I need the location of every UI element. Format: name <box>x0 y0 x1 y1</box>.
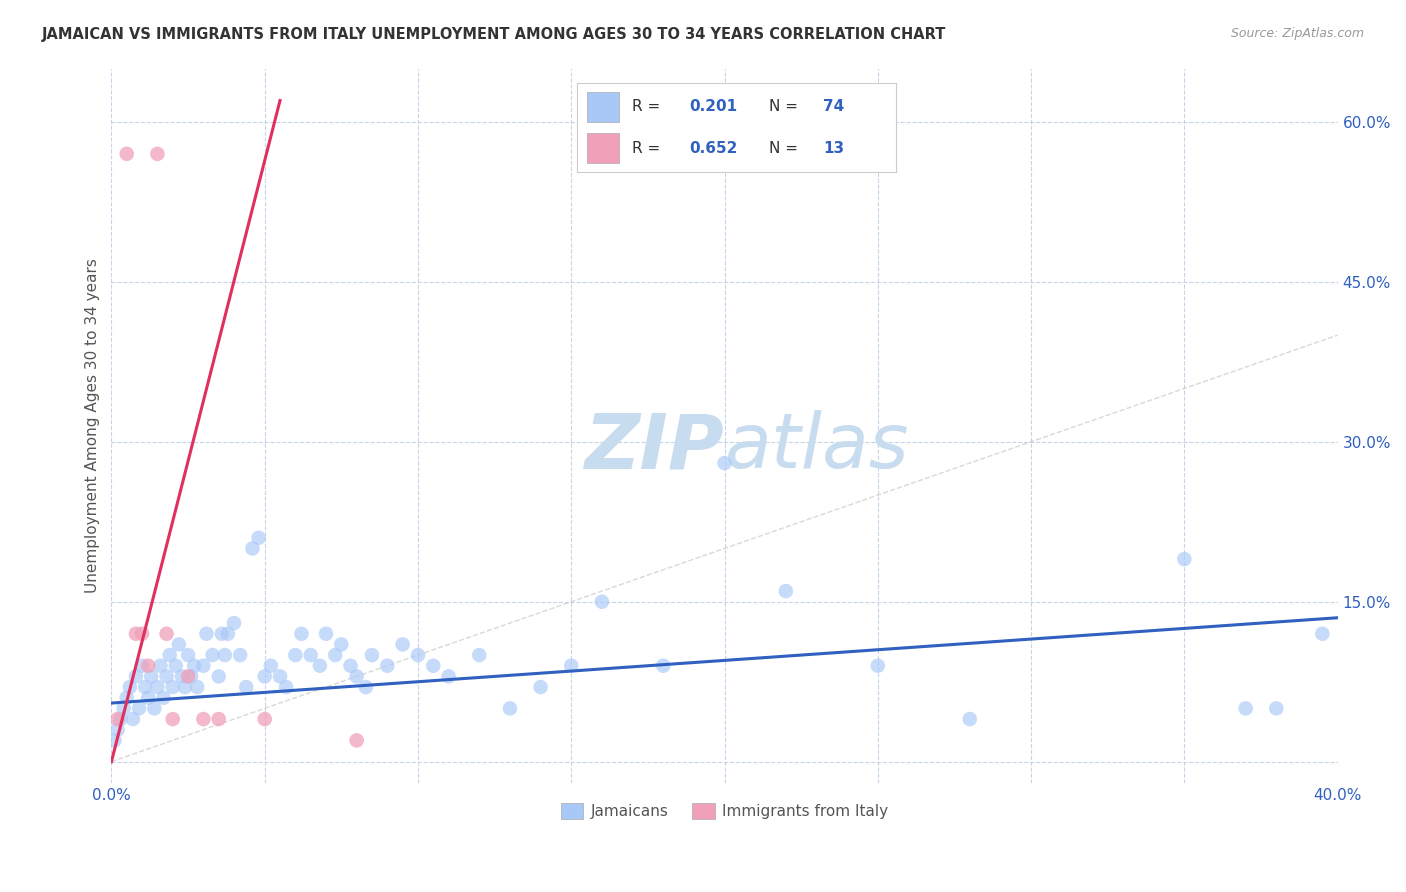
Point <box>323 648 346 662</box>
Point <box>339 658 361 673</box>
Point <box>118 680 141 694</box>
Point <box>229 648 252 662</box>
Point <box>115 690 138 705</box>
Point <box>155 626 177 640</box>
Point <box>468 648 491 662</box>
Point <box>1234 701 1257 715</box>
Point <box>141 669 163 683</box>
Point <box>214 648 236 662</box>
Point <box>149 658 172 673</box>
Point <box>242 541 264 556</box>
Point <box>103 733 125 747</box>
Point <box>1173 552 1195 566</box>
Point <box>222 616 245 631</box>
Point <box>162 712 184 726</box>
Point <box>290 626 312 640</box>
Point <box>866 658 889 673</box>
Point <box>299 648 322 662</box>
Point <box>361 648 384 662</box>
Point <box>107 723 129 737</box>
Point <box>131 658 153 673</box>
Point <box>208 669 231 683</box>
Point <box>375 658 398 673</box>
Point <box>346 733 368 747</box>
Point <box>1310 626 1333 640</box>
Point <box>152 690 174 705</box>
Point <box>437 669 460 683</box>
Point <box>315 626 337 640</box>
Point <box>346 669 368 683</box>
Point <box>177 648 200 662</box>
Point <box>713 456 735 470</box>
Point <box>155 669 177 683</box>
Point <box>134 680 156 694</box>
Text: ZIP: ZIP <box>585 410 724 484</box>
Point <box>309 658 332 673</box>
Point <box>143 701 166 715</box>
Point <box>591 595 613 609</box>
Point <box>276 680 298 694</box>
Point <box>146 146 169 161</box>
Point <box>165 658 187 673</box>
Point <box>136 690 159 705</box>
Point <box>131 626 153 640</box>
Point <box>284 648 307 662</box>
Point <box>959 712 981 726</box>
Point <box>162 680 184 694</box>
Point <box>247 531 270 545</box>
Point <box>159 648 181 662</box>
Point <box>115 146 138 161</box>
Y-axis label: Unemployment Among Ages 30 to 34 years: Unemployment Among Ages 30 to 34 years <box>86 259 100 593</box>
Point <box>391 637 413 651</box>
Point <box>125 626 148 640</box>
Point <box>330 637 353 651</box>
Point <box>217 626 239 640</box>
Point <box>406 648 429 662</box>
Point <box>211 626 233 640</box>
Text: JAMAICAN VS IMMIGRANTS FROM ITALY UNEMPLOYMENT AMONG AGES 30 TO 34 YEARS CORRELA: JAMAICAN VS IMMIGRANTS FROM ITALY UNEMPL… <box>42 27 946 42</box>
Point <box>354 680 377 694</box>
Point <box>253 712 276 726</box>
Point <box>180 669 202 683</box>
Point <box>183 658 205 673</box>
Point <box>253 669 276 683</box>
Point <box>560 658 582 673</box>
Point <box>775 584 797 599</box>
Point <box>186 680 208 694</box>
Point <box>170 669 193 683</box>
Point <box>1265 701 1288 715</box>
Point <box>499 701 522 715</box>
Point <box>422 658 444 673</box>
Point <box>167 637 190 651</box>
Point <box>193 712 215 726</box>
Point <box>652 658 675 673</box>
Point <box>125 669 148 683</box>
Point <box>110 712 132 726</box>
Point <box>128 701 150 715</box>
Point <box>201 648 224 662</box>
Point <box>146 680 169 694</box>
Point <box>269 669 291 683</box>
Text: atlas: atlas <box>724 410 910 484</box>
Point <box>112 701 135 715</box>
Point <box>136 658 159 673</box>
Point <box>195 626 218 640</box>
Point <box>529 680 551 694</box>
Point <box>177 669 200 683</box>
Point <box>260 658 283 673</box>
Text: Source: ZipAtlas.com: Source: ZipAtlas.com <box>1230 27 1364 40</box>
Point <box>193 658 215 673</box>
Point <box>174 680 197 694</box>
Point <box>107 712 129 726</box>
Point <box>208 712 231 726</box>
Point <box>122 712 145 726</box>
Legend: Jamaicans, Immigrants from Italy: Jamaicans, Immigrants from Italy <box>554 797 894 825</box>
Point <box>235 680 257 694</box>
